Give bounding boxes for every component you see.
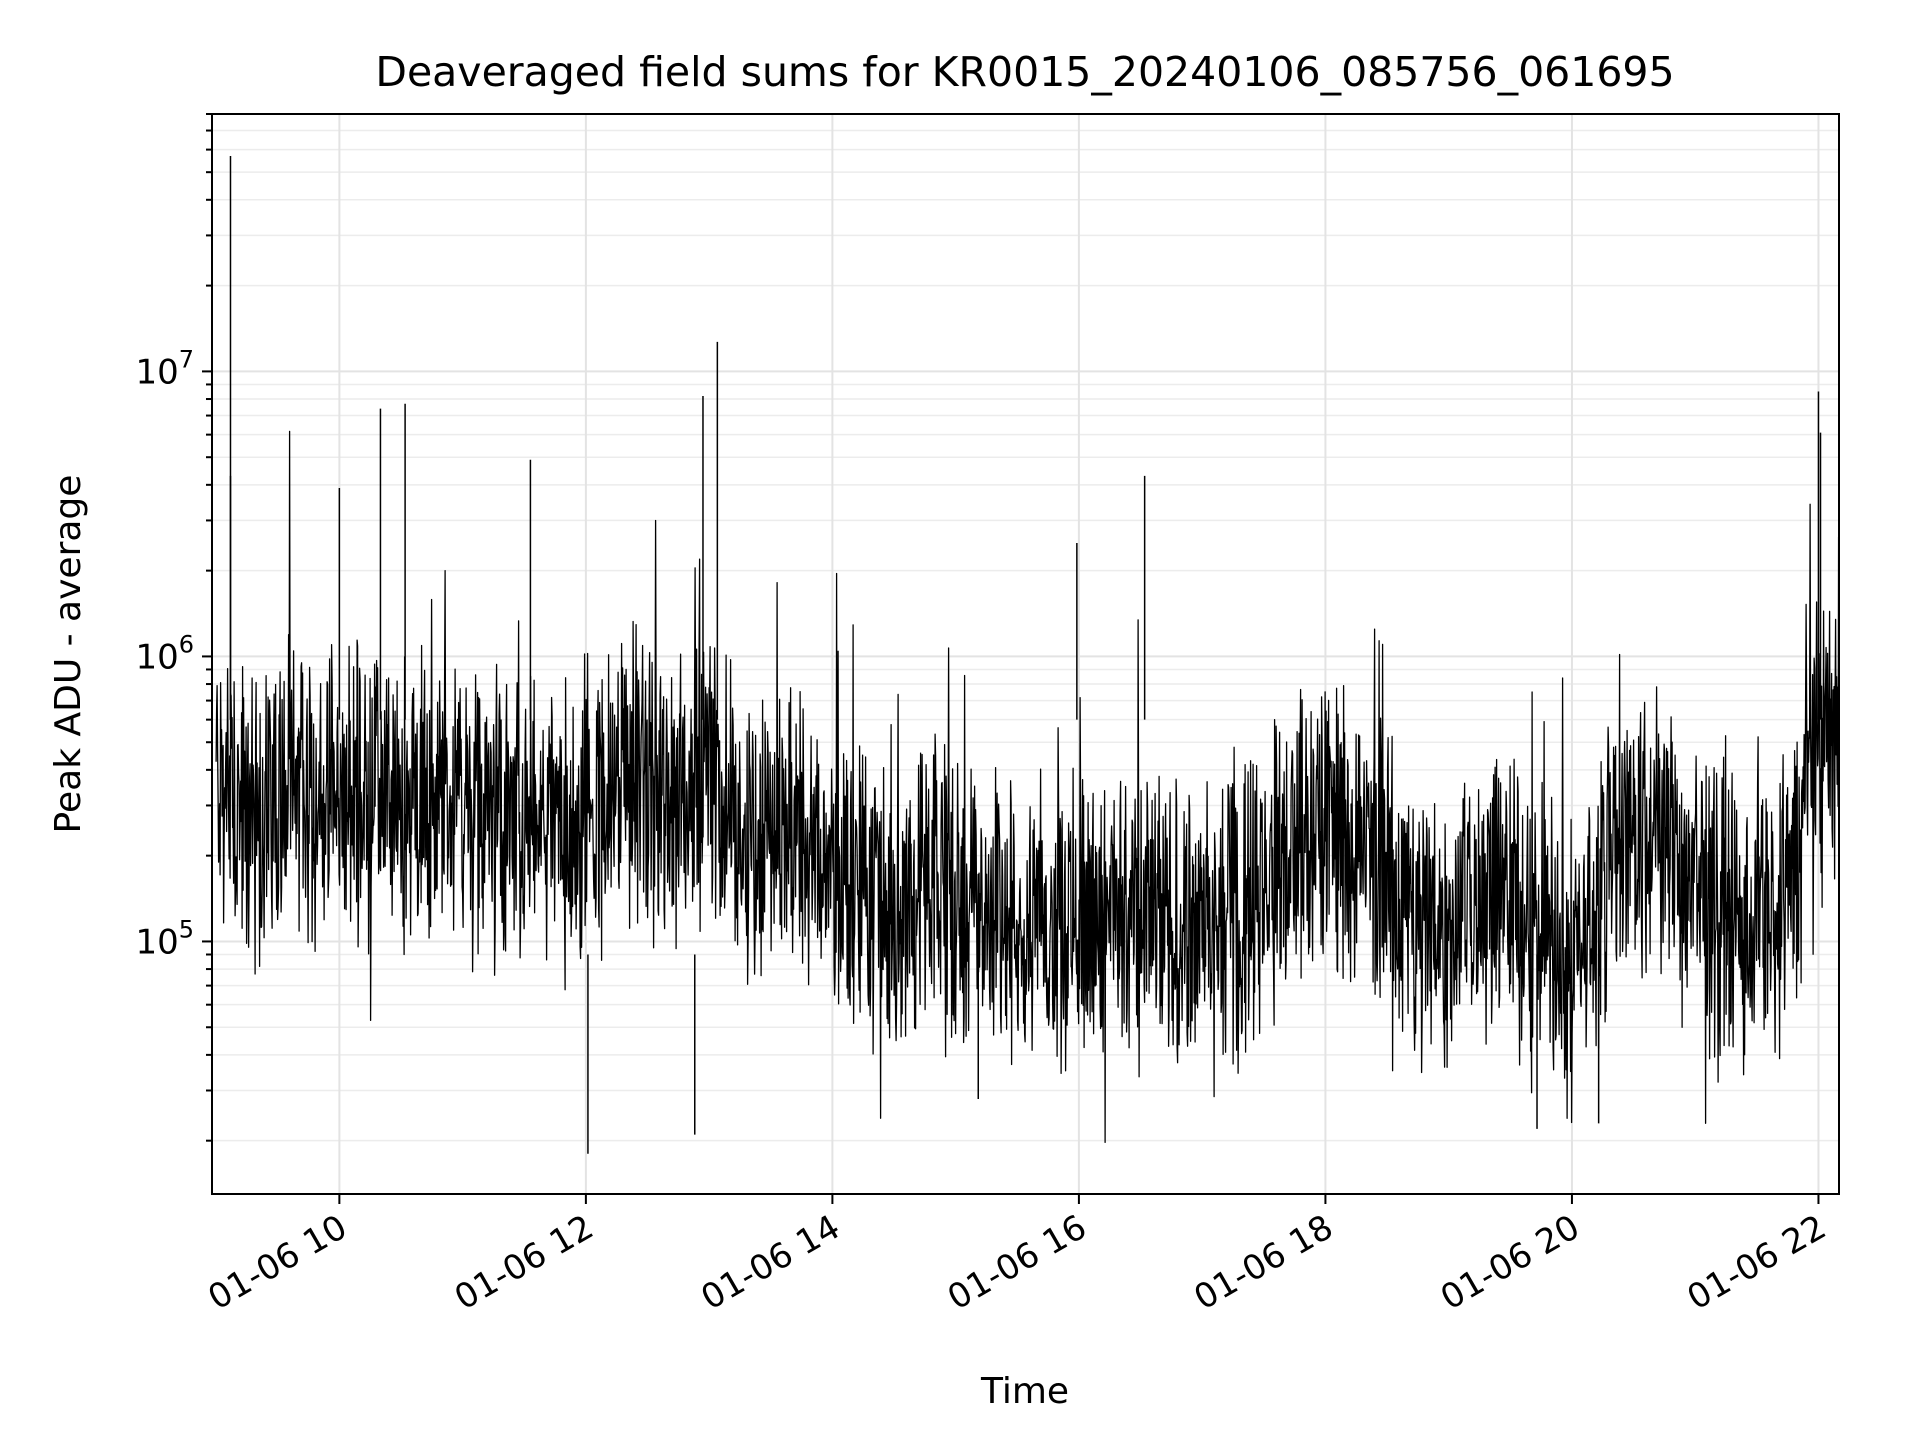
x-axis-label: Time (980, 1371, 1069, 1412)
x-tick-label: 01-06 12 (448, 1207, 600, 1318)
x-tick-label: 01-06 18 (1188, 1207, 1340, 1318)
y-tick-label: 105 (135, 915, 194, 962)
y-tick-label: 107 (135, 345, 194, 392)
x-tick-label: 01-06 20 (1434, 1207, 1586, 1318)
x-tick-label: 01-06 10 (201, 1207, 353, 1318)
plot-frame (211, 113, 1840, 1195)
axis-ticks: 105 106 107 01-06 10 01-06 12 01-06 14 01-06 1… (135, 113, 1833, 1318)
chart-title: Deaveraged field sums for KR0015_2024010… (375, 48, 1674, 96)
x-tick-label: 01-06 22 (1681, 1207, 1833, 1318)
x-tick-label: 01-06 14 (695, 1207, 847, 1318)
y-axis-label: Peak ADU - average (48, 475, 89, 834)
x-tick-label: 01-06 16 (941, 1207, 1093, 1318)
data-series (215, 155, 1840, 1154)
series-line (215, 430, 1840, 1144)
y-tick-label: 106 (135, 630, 194, 677)
